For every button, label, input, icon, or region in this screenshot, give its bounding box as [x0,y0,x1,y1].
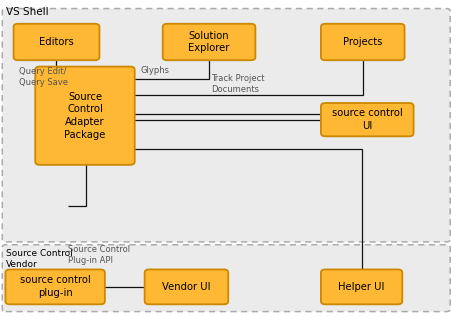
FancyBboxPatch shape [35,67,134,165]
Text: Solution
Explorer: Solution Explorer [188,31,229,53]
Text: VS Shell: VS Shell [6,7,48,17]
Text: Query Edit/
Query Save: Query Edit/ Query Save [19,67,68,87]
FancyBboxPatch shape [144,269,228,304]
Text: Projects: Projects [342,37,382,47]
Text: Glyphs: Glyphs [140,66,169,75]
Text: Track Project
Documents: Track Project Documents [211,74,264,94]
Text: source control
UI: source control UI [331,108,402,131]
Text: Source
Control
Adapter
Package: Source Control Adapter Package [64,92,106,140]
FancyBboxPatch shape [162,24,255,60]
FancyBboxPatch shape [320,24,404,60]
Text: Helper UI: Helper UI [338,282,384,292]
FancyBboxPatch shape [2,245,449,312]
FancyBboxPatch shape [14,24,99,60]
FancyBboxPatch shape [2,9,449,242]
Text: Source Control
Plug-in API: Source Control Plug-in API [68,245,129,265]
FancyBboxPatch shape [320,269,401,304]
Text: Source Control
Vendor: Source Control Vendor [6,249,73,269]
FancyBboxPatch shape [5,269,105,304]
Text: source control
plug-in: source control plug-in [20,275,90,298]
FancyBboxPatch shape [320,103,413,136]
Text: Vendor UI: Vendor UI [162,282,210,292]
Text: Editors: Editors [39,37,74,47]
